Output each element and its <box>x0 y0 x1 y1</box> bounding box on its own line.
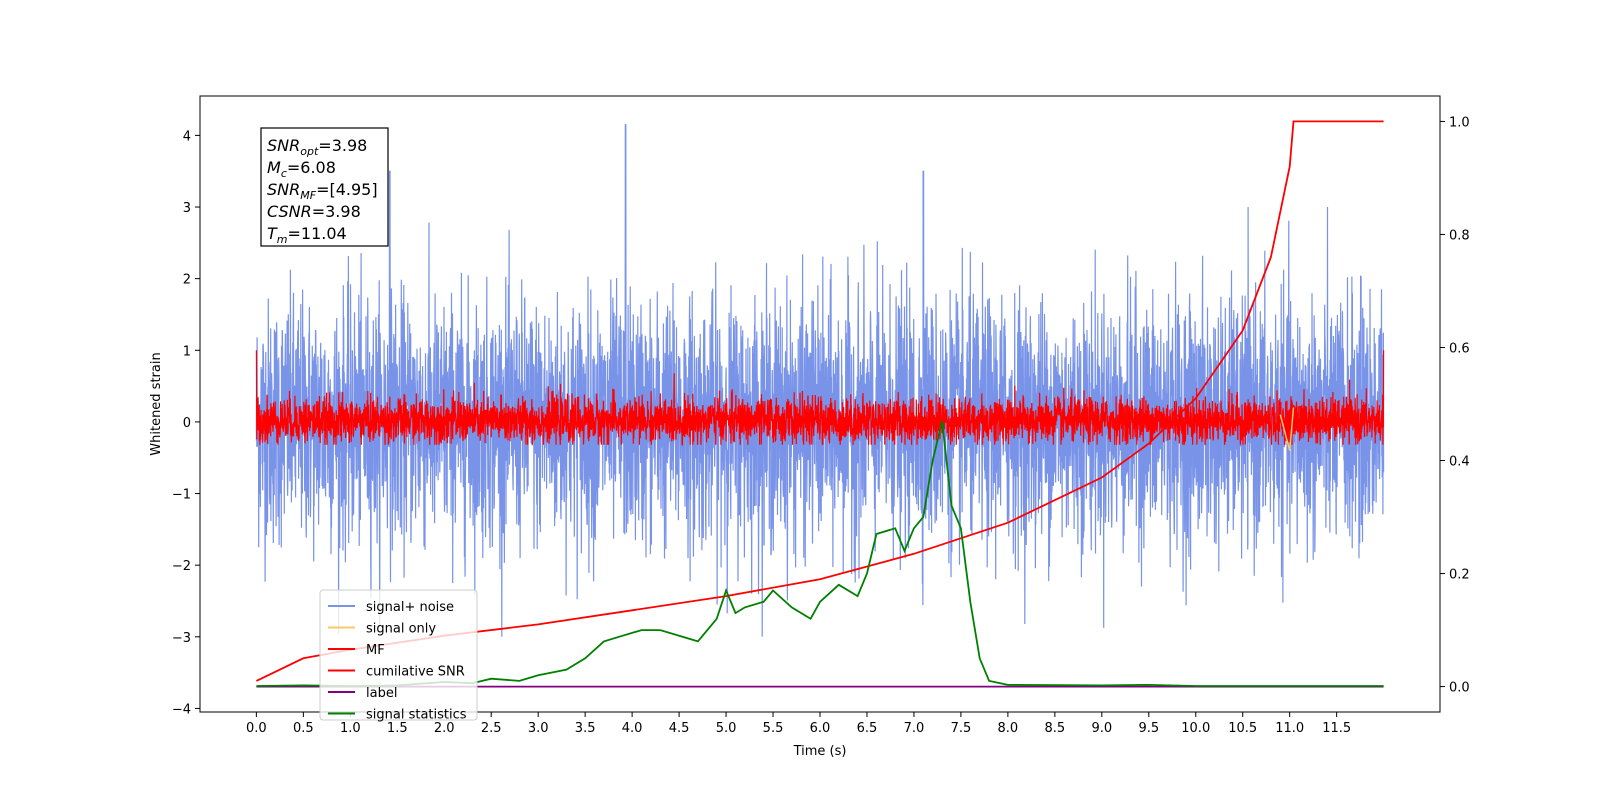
series-signal-plus-noise-line <box>255 124 1385 637</box>
annotation-line: Tm=11.04 <box>267 224 347 246</box>
x-tick-label: 7.0 <box>904 721 925 736</box>
y-tick-label: 2 <box>183 273 191 288</box>
annotation-line: SNRopt=3.98 <box>267 136 367 158</box>
y-axis-left: 4 3 2 1 0 −1 −2 −3 −4 <box>172 129 200 717</box>
x-tick-label: 6.5 <box>857 721 878 736</box>
y-axis-label: Whitened strain <box>149 352 164 455</box>
y2-tick-label: 0.6 <box>1449 341 1470 356</box>
y-tick-label: −2 <box>172 559 191 574</box>
legend-label: signal+ noise <box>366 600 454 615</box>
legend: signal+ noise signal only MF cumilative SNR… <box>319 589 478 723</box>
y-tick-label: −4 <box>172 702 191 717</box>
annotation-line: CSNR=3.98 <box>267 202 361 221</box>
x-tick-label: 5.0 <box>716 721 737 736</box>
legend-label: MF <box>366 643 385 658</box>
legend-label: label <box>366 686 397 701</box>
x-axis: 0.0 0.5 1.0 1.5 2.0 2.5 3.0 3.5 4.0 4.5 5.0 5.5 6.0 6… <box>246 712 1351 736</box>
y-tick-label: 4 <box>183 129 191 144</box>
legend-label: cumilative SNR <box>366 665 465 680</box>
legend-label: signal statistics <box>366 708 467 723</box>
series-signal-only-line <box>1279 407 1295 451</box>
annotation-line: SNRMF=[4.95] <box>267 180 378 202</box>
y-tick-label: −1 <box>172 488 191 503</box>
x-tick-label: 10.5 <box>1228 721 1257 736</box>
y-tick-label: 3 <box>183 201 191 216</box>
x-tick-label: 11.0 <box>1275 721 1304 736</box>
x-tick-label: 2.0 <box>434 721 455 736</box>
y-axis-right: 1.0 0.8 0.6 0.4 0.2 0.0 <box>1440 115 1470 696</box>
x-tick-label: 3.5 <box>575 721 596 736</box>
x-tick-label: 1.5 <box>387 721 408 736</box>
x-tick-label: 1.0 <box>340 721 361 736</box>
x-tick-label: 4.5 <box>669 721 690 736</box>
x-tick-label: 3.0 <box>528 721 549 736</box>
legend-frame <box>319 589 478 721</box>
x-tick-label: 9.0 <box>1091 721 1112 736</box>
y-tick-label: 0 <box>183 416 191 431</box>
y-tick-label: 1 <box>183 344 191 359</box>
x-tick-label: 0.0 <box>246 721 267 736</box>
y2-tick-label: 0.4 <box>1449 455 1470 470</box>
y2-tick-label: 1.0 <box>1449 115 1470 130</box>
x-axis-label: Time (s) <box>793 744 847 759</box>
x-tick-label: 6.0 <box>810 721 831 736</box>
x-tick-label: 7.5 <box>951 721 972 736</box>
x-tick-label: 0.5 <box>293 721 314 736</box>
x-tick-label: 5.5 <box>763 721 784 736</box>
x-tick-label: 11.5 <box>1322 721 1351 736</box>
y2-tick-label: 0.0 <box>1449 681 1470 696</box>
x-tick-label: 9.5 <box>1138 721 1159 736</box>
series-signal-statistics-line <box>256 420 1384 687</box>
x-tick-label: 2.5 <box>481 721 502 736</box>
x-tick-label: 10.0 <box>1181 721 1210 736</box>
series-mf-line <box>255 350 1385 446</box>
y-tick-label: −3 <box>172 631 191 646</box>
y2-tick-label: 0.2 <box>1449 568 1470 583</box>
x-tick-label: 8.5 <box>1045 721 1066 736</box>
x-tick-label: 8.0 <box>998 721 1019 736</box>
legend-label: signal only <box>366 622 436 637</box>
x-tick-label: 4.0 <box>622 721 643 736</box>
annotation-line: Mc=6.08 <box>267 158 336 180</box>
y2-tick-label: 0.8 <box>1449 228 1470 243</box>
annotation-box-frame <box>260 127 389 247</box>
